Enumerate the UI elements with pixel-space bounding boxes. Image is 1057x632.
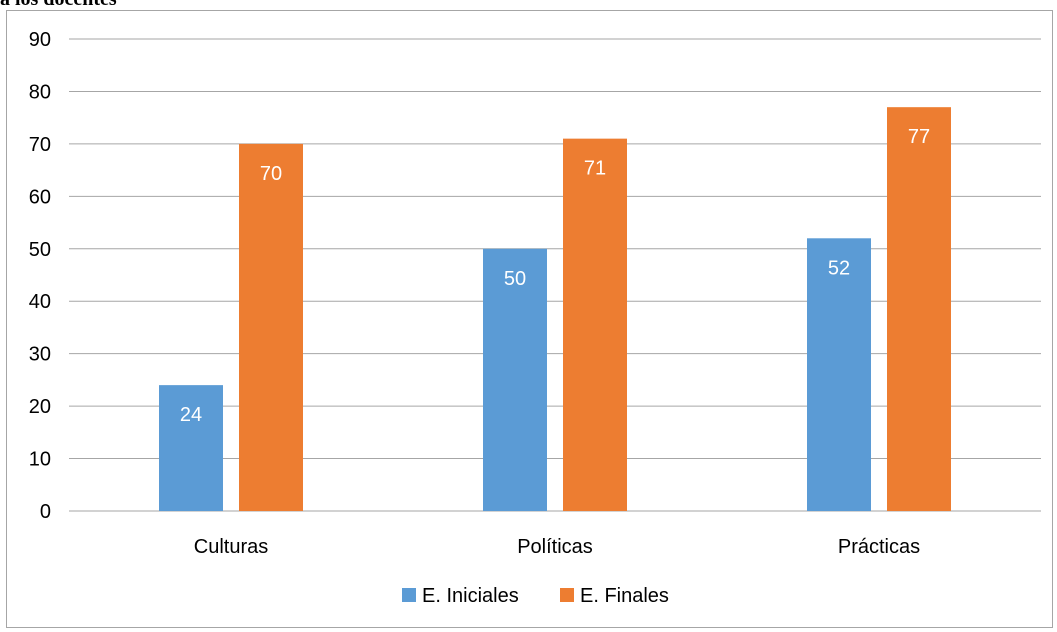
y-tick-label: 0 — [40, 501, 51, 523]
y-tick-label: 10 — [29, 449, 51, 471]
document-title-fragment: a los docentes — [0, 0, 117, 11]
category-label: Políticas — [517, 536, 593, 558]
y-axis-ticks: 0 10 20 30 40 50 60 70 80 90 — [29, 29, 51, 523]
legend-label: E. Finales — [580, 585, 669, 607]
category-label: Culturas — [194, 536, 268, 558]
y-tick-label: 60 — [29, 186, 51, 208]
data-labels: 24 70 50 71 52 77 — [180, 126, 930, 426]
bar-iniciales-1 — [483, 248, 547, 511]
data-label: 77 — [908, 126, 930, 148]
y-tick-label: 70 — [29, 134, 51, 156]
x-axis-categories: Culturas Políticas Prácticas — [194, 536, 920, 558]
data-label: 24 — [180, 404, 202, 426]
y-tick-label: 80 — [29, 81, 51, 103]
bar-finales-2 — [887, 107, 951, 511]
bar-chart: 0 10 20 30 40 50 60 70 80 90 24 70 50 71 52 77 Cultura… — [29, 29, 1041, 607]
data-label: 71 — [584, 158, 606, 180]
data-label: 50 — [504, 268, 526, 290]
y-tick-label: 30 — [29, 344, 51, 366]
data-label: 70 — [260, 163, 282, 185]
bar-finales-0 — [239, 143, 303, 511]
legend-swatch — [560, 588, 574, 602]
legend: E. Iniciales E. Finales — [402, 585, 669, 607]
bar-iniciales-2 — [807, 238, 871, 512]
bar-finales-1 — [563, 138, 627, 511]
y-tick-label: 20 — [29, 396, 51, 418]
legend-swatch — [402, 588, 416, 602]
data-label: 52 — [828, 257, 850, 279]
chart-frame: 0 10 20 30 40 50 60 70 80 90 24 70 50 71 52 77 Cultura… — [6, 10, 1053, 628]
category-label: Prácticas — [838, 536, 920, 558]
bars — [159, 107, 951, 512]
y-tick-label: 90 — [29, 29, 51, 51]
bar-iniciales-0 — [159, 385, 223, 511]
legend-label: E. Iniciales — [422, 585, 519, 607]
gridlines — [69, 38, 1041, 512]
y-tick-label: 50 — [29, 239, 51, 261]
y-tick-label: 40 — [29, 291, 51, 313]
